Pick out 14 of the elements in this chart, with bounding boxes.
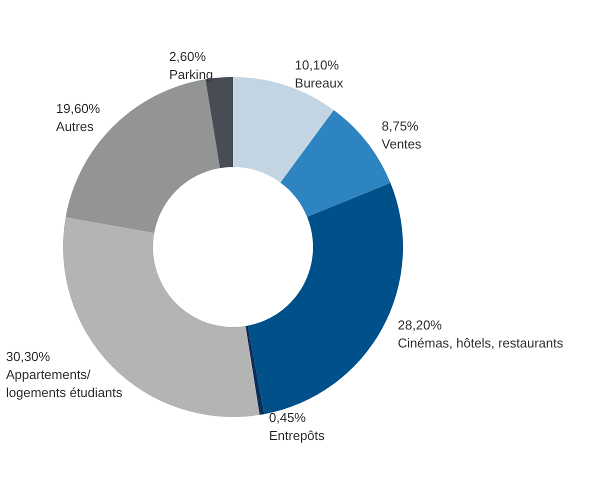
slice-label: Bureaux: [294, 76, 344, 91]
slice-label: Cinémas, hôtels, restaurants: [398, 336, 564, 351]
data-label: 28,20%: [398, 318, 442, 333]
slice-label: Entrepôts: [269, 428, 326, 443]
data-label: 8,75%: [382, 118, 419, 134]
data-label: 19,60%: [56, 101, 101, 116]
slice-label: Ventes: [382, 136, 422, 152]
data-label: 10,10%: [294, 58, 340, 73]
data-label: 30,30%: [6, 348, 51, 364]
slice-label: Autres: [56, 119, 94, 134]
slice-label: Appartements/ logements étudiants: [6, 366, 123, 400]
data-label: 0,45%: [269, 410, 306, 425]
slice-label: Parking: [169, 67, 214, 82]
data-label: 2,60%: [169, 49, 206, 64]
